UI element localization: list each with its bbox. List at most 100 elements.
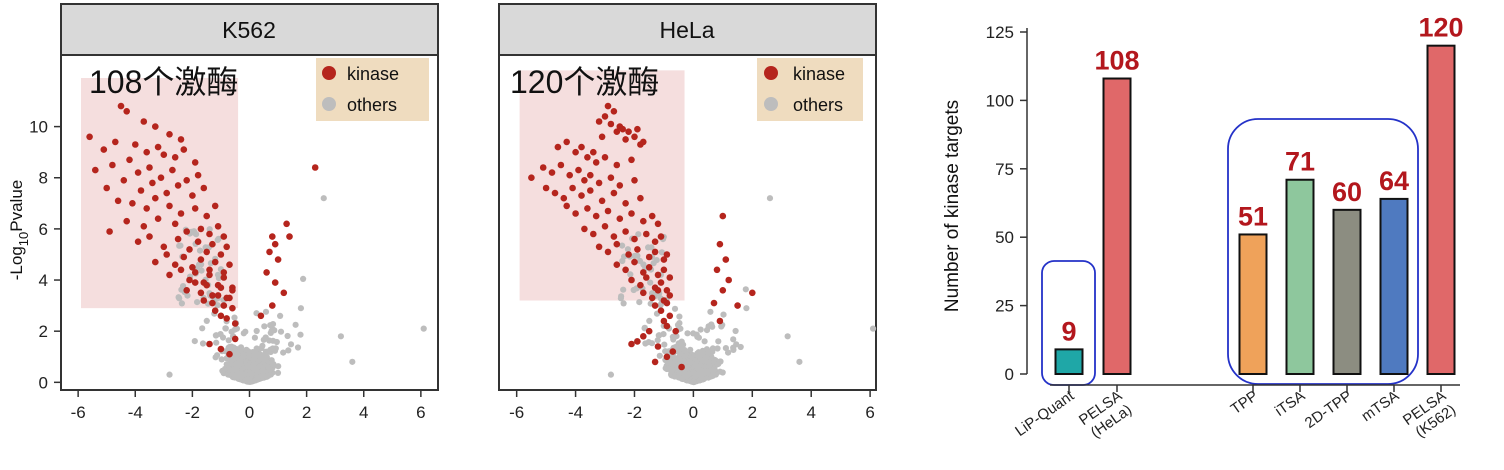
others-point [287,341,295,348]
kinase-point [613,240,621,248]
others-point [194,299,201,306]
y-tick-label: 4 [39,271,48,290]
bar [1426,44,1456,376]
others-point [869,325,877,332]
bar [1379,197,1409,375]
kinase-point [601,223,609,230]
x-tick-label: -4 [128,403,143,422]
others-point [718,323,725,330]
kinase-point [231,335,239,343]
kinase-point [152,123,159,130]
others-point [697,326,704,333]
x-tick-label: -6 [71,403,86,422]
others-point [665,365,672,372]
kinase-point [628,340,635,348]
bar-y-tick-label: 75 [995,160,1014,179]
kinase-point [183,287,190,294]
kinase-point [604,207,612,215]
hela-legend-others-swatch [764,97,778,111]
others-point [275,363,282,370]
others-point [297,331,304,338]
kinase-point [663,287,671,294]
kinase-point [619,125,626,133]
others-point [617,295,625,302]
kinase-point [129,200,136,207]
kinase-point [598,133,606,141]
x-tick-label: 2 [302,403,311,422]
x-tick-label: 2 [748,403,757,422]
x-tick-label: -2 [185,403,200,422]
others-point [784,333,791,340]
others-point [222,325,229,332]
kinase-point [631,235,638,243]
others-point [658,249,666,256]
others-point [796,358,803,365]
others-point [627,271,634,278]
kinase-point [206,266,213,274]
kinase-point [229,287,236,294]
kinase-point [654,287,662,294]
bar-y-tick-label: 0 [1005,365,1014,384]
kinase-point [117,102,125,110]
kinase-point [595,118,603,125]
kinase-point [123,217,130,225]
others-point [737,343,744,351]
kinase-point [206,271,213,279]
kinase-point [171,154,179,161]
kinase-point [604,248,612,256]
tsa-group-outline [1227,118,1419,385]
others-point [650,260,657,267]
kinase-point [220,274,228,281]
kinase-point [657,307,665,315]
kinase-point [651,238,659,245]
hela-legend-others-label: others [793,95,843,115]
kinase-point [575,166,582,174]
others-point [243,346,250,353]
others-point [214,271,222,278]
kinase-point [197,256,205,263]
kinase-point [581,177,588,184]
others-point [262,351,269,359]
k562-legend: kinase others [316,58,429,121]
bar-value-label: 120 [1418,13,1463,43]
kinase-point [657,279,665,286]
bar-series: 9 108 51 71 60 64 120 [1054,13,1464,376]
kinase-point [637,194,644,202]
others-point [236,361,243,368]
k562-y-axis: 0 2 4 6 8 10 [29,118,61,392]
others-point [300,275,307,282]
others-point [684,330,691,337]
k562-strip [60,3,439,56]
others-point [166,371,173,378]
kinase-point [669,348,677,355]
kinase-point [595,179,603,187]
kinase-point [590,230,597,238]
kinase-point [220,233,228,240]
kinase-point [186,246,193,253]
kinase-point [132,141,139,148]
others-point [214,352,221,359]
others-point [273,338,280,346]
kinase-point [628,156,635,164]
others-point [730,336,737,343]
kinase-point [183,228,190,235]
others-point [285,347,292,354]
kinase-point [634,338,641,345]
kinase-point [149,179,156,187]
others-point [707,308,714,315]
kinase-point [171,220,179,228]
kinase-point [634,246,641,253]
kinase-point [109,161,116,169]
others-point [225,337,232,344]
kinase-point [651,358,659,366]
others-point [743,305,750,312]
kinase-point [231,320,239,327]
kinase-point [584,154,591,161]
bar-category-label: 2D-TPP [1302,387,1355,432]
kinase-point [311,164,319,171]
x-tick-label: 6 [865,403,874,422]
others-point [218,356,225,363]
kinase-point [174,235,182,243]
kinase-point [654,220,662,228]
